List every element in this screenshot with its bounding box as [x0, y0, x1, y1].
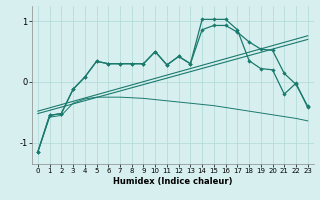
X-axis label: Humidex (Indice chaleur): Humidex (Indice chaleur) — [113, 177, 233, 186]
